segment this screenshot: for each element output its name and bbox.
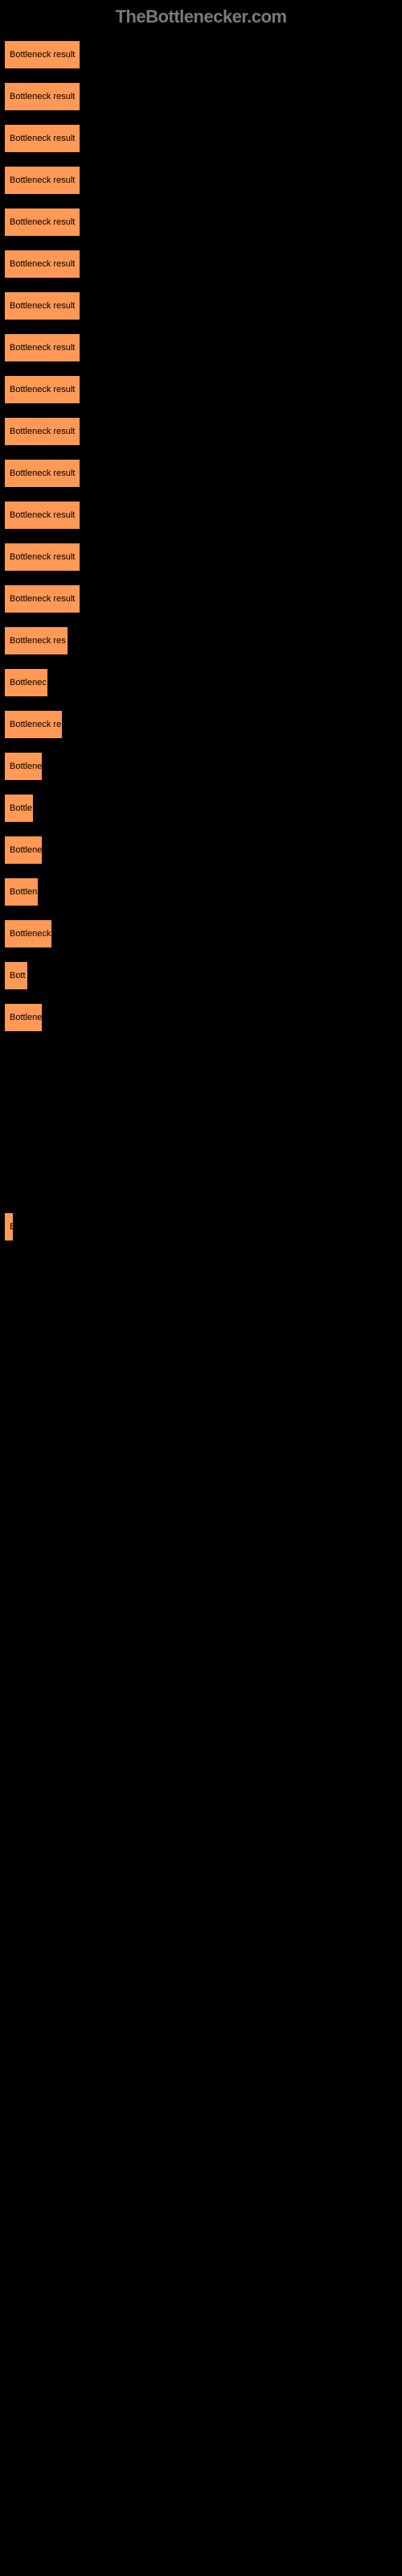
bar-row: Bottleneck result	[4, 243, 398, 285]
bar-row: Bottleneck result	[4, 118, 398, 159]
bar-row: Bottleneck result	[4, 34, 398, 76]
bar-label: Bottle	[10, 803, 32, 813]
bar-label: Bottleneck result	[10, 385, 75, 394]
bar-label: Bottleneck result	[10, 92, 75, 101]
bar: Bottlenec	[4, 668, 48, 697]
bar: Bottleneck result	[4, 250, 80, 279]
empty-row	[4, 1038, 398, 1080]
bar-row: Bottle	[4, 787, 398, 829]
bar-label: Bottlene	[10, 845, 42, 855]
bar: Bottleneck result	[4, 501, 80, 530]
empty-row	[4, 1290, 398, 1331]
bar-label: Bottleneck result	[10, 510, 75, 520]
bar-row: Bottleneck result	[4, 76, 398, 118]
bar: Bottlene	[4, 836, 43, 865]
bar-label: Bottleneck result	[10, 343, 75, 353]
bar-label: Bott	[10, 971, 26, 980]
bar-row: Bottleneck	[4, 913, 398, 955]
bar-row: Bottlene	[4, 997, 398, 1038]
empty-row	[4, 1499, 398, 1541]
bar-row: Bottleneck result	[4, 452, 398, 494]
empty-row	[4, 1457, 398, 1499]
bar-label: Bottleneck result	[10, 301, 75, 311]
bar-label: Bottleneck result	[10, 259, 75, 269]
header: TheBottlenecker.com	[0, 0, 402, 34]
bar: Bottleneck result	[4, 40, 80, 69]
bar-label: Bottlen	[10, 887, 37, 897]
bar: B	[4, 1212, 14, 1241]
bar: Bottleneck	[4, 919, 52, 948]
bar-label: Bottleneck result	[10, 552, 75, 562]
bar-label: Bottlene	[10, 762, 42, 771]
empty-row	[4, 1708, 398, 1750]
bar-row: Bottleneck result	[4, 411, 398, 452]
bar-chart: Bottleneck result Bottleneck result Bottle…	[0, 34, 402, 1750]
bar-row: Bottleneck result	[4, 369, 398, 411]
empty-row	[4, 1624, 398, 1666]
bar: Bottleneck result	[4, 333, 80, 362]
bar: Bottleneck res	[4, 626, 68, 655]
bar-label: Bottleneck result	[10, 469, 75, 478]
bar-row: Bottleneck result	[4, 494, 398, 536]
bar-row: Bottleneck result	[4, 536, 398, 578]
bar-label: Bottleneck	[10, 929, 51, 939]
bar-label: Bottleneck result	[10, 427, 75, 436]
empty-row	[4, 1164, 398, 1206]
bar: Bottleneck re	[4, 710, 63, 739]
bar: Bottleneck result	[4, 543, 80, 572]
bar: Bottleneck result	[4, 166, 80, 195]
bar-row: Bottleneck re	[4, 704, 398, 745]
bar: Bottle	[4, 794, 34, 823]
bar: Bottleneck result	[4, 124, 80, 153]
bar-label: Bottleneck res	[10, 636, 66, 646]
bar: Bottleneck result	[4, 459, 80, 488]
bar-label: Bottleneck result	[10, 217, 75, 227]
bar: Bottlene	[4, 752, 43, 781]
empty-row	[4, 1248, 398, 1290]
bar-label: Bottlene	[10, 1013, 42, 1022]
empty-row	[4, 1666, 398, 1708]
bar: Bott	[4, 961, 28, 990]
bar-label: Bottleneck re	[10, 720, 61, 729]
logo-text: TheBottlenecker.com	[115, 6, 286, 27]
bar-row: B	[4, 1206, 398, 1248]
bar-label: B	[10, 1222, 14, 1232]
bar: Bottlen	[4, 877, 39, 906]
bar: Bottleneck result	[4, 584, 80, 613]
bar-row: Bottlen	[4, 871, 398, 913]
bar-label: Bottleneck result	[10, 134, 75, 143]
bar-row: Bottlenec	[4, 662, 398, 704]
bar: Bottleneck result	[4, 375, 80, 404]
empty-row	[4, 1331, 398, 1373]
empty-row	[4, 1541, 398, 1583]
bar-label: Bottleneck result	[10, 594, 75, 604]
empty-row	[4, 1415, 398, 1457]
bar-row: Bottleneck result	[4, 201, 398, 243]
bar-row: Bottlene	[4, 745, 398, 787]
empty-row	[4, 1122, 398, 1164]
bar: Bottleneck result	[4, 208, 80, 237]
bar-row: Bottleneck res	[4, 620, 398, 662]
empty-row	[4, 1583, 398, 1624]
bar-label: Bottlenec	[10, 678, 47, 687]
empty-row	[4, 1373, 398, 1415]
bar-row: Bott	[4, 955, 398, 997]
empty-row	[4, 1080, 398, 1122]
bar-row: Bottleneck result	[4, 327, 398, 369]
bar: Bottlene	[4, 1003, 43, 1032]
bar-label: Bottleneck result	[10, 50, 75, 60]
bar: Bottleneck result	[4, 291, 80, 320]
bar: Bottleneck result	[4, 417, 80, 446]
bar-row: Bottlene	[4, 829, 398, 871]
bar: Bottleneck result	[4, 82, 80, 111]
bar-row: Bottleneck result	[4, 159, 398, 201]
bar-row: Bottleneck result	[4, 285, 398, 327]
bar-row: Bottleneck result	[4, 578, 398, 620]
bar-label: Bottleneck result	[10, 175, 75, 185]
